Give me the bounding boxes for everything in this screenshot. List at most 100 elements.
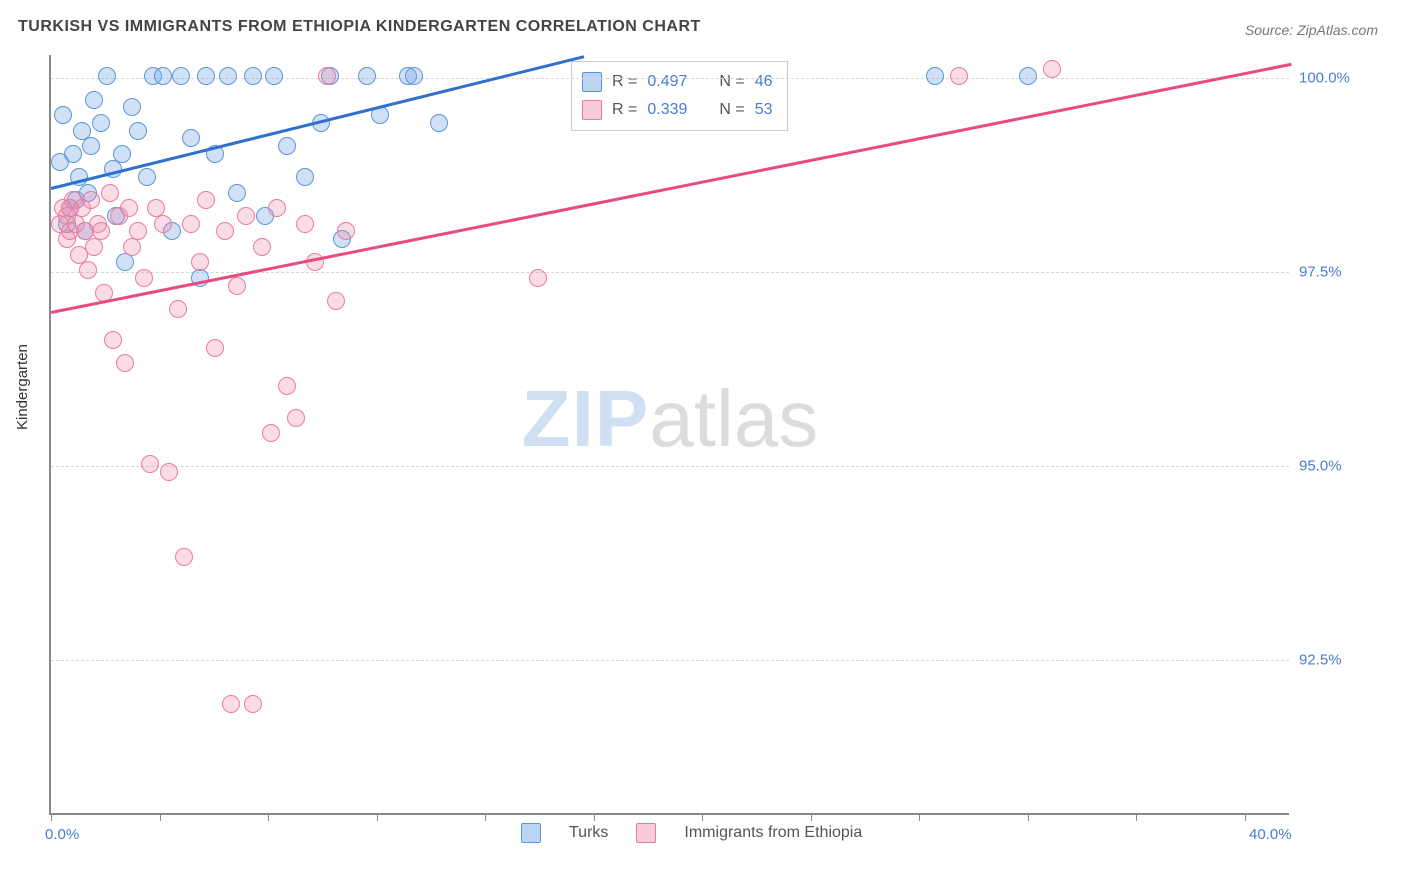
scatter-point — [172, 67, 190, 85]
x-tick — [268, 813, 269, 821]
scatter-point — [154, 215, 172, 233]
x-tick — [702, 813, 703, 821]
scatter-point — [197, 191, 215, 209]
scatter-point — [113, 145, 131, 163]
scatter-point — [206, 339, 224, 357]
legend-swatch-turks — [521, 823, 541, 843]
scatter-point — [79, 261, 97, 279]
watermark-zip: ZIP — [522, 374, 649, 463]
scatter-point — [296, 215, 314, 233]
scatter-point — [169, 300, 187, 318]
scatter-point — [278, 377, 296, 395]
scatter-point — [296, 168, 314, 186]
scatter-point — [228, 184, 246, 202]
scatter-point — [82, 137, 100, 155]
legend-n-value: 53 — [755, 101, 773, 119]
scatter-point — [268, 199, 286, 217]
x-axis-label: 40.0% — [1249, 826, 1292, 843]
scatter-point — [182, 129, 200, 147]
scatter-point — [116, 354, 134, 372]
scatter-point — [430, 114, 448, 132]
scatter-point — [92, 222, 110, 240]
x-tick — [1245, 813, 1246, 821]
scatter-point — [123, 98, 141, 116]
scatter-point — [318, 67, 336, 85]
scatter-point — [265, 67, 283, 85]
scatter-point — [253, 238, 271, 256]
plot-area: ZIPatlas R = 0.497 N = 46 R = 0.339 N = … — [49, 55, 1289, 815]
correlation-legend: R = 0.497 N = 46 R = 0.339 N = 53 — [571, 61, 788, 131]
scatter-point — [92, 114, 110, 132]
x-tick — [811, 813, 812, 821]
scatter-point — [926, 67, 944, 85]
y-tick-label: 92.5% — [1299, 651, 1377, 668]
scatter-point — [116, 253, 134, 271]
y-tick-label: 97.5% — [1299, 264, 1377, 281]
watermark: ZIPatlas — [522, 373, 818, 465]
legend-row-ethiopia: R = 0.339 N = 53 — [582, 96, 773, 124]
scatter-point — [129, 122, 147, 140]
x-tick — [485, 813, 486, 821]
scatter-point — [85, 91, 103, 109]
scatter-point — [244, 67, 262, 85]
legend-swatch-pink — [582, 100, 602, 120]
gridline — [51, 466, 1289, 467]
series-legend: Turks Immigrants from Ethiopia — [521, 823, 862, 843]
x-axis-label: 0.0% — [45, 826, 79, 843]
scatter-point — [237, 207, 255, 225]
scatter-point — [160, 463, 178, 481]
watermark-atlas: atlas — [649, 374, 818, 463]
scatter-point — [216, 222, 234, 240]
legend-r-label: R = — [612, 101, 637, 119]
x-tick — [377, 813, 378, 821]
scatter-point — [98, 67, 116, 85]
scatter-point — [222, 695, 240, 713]
scatter-point — [154, 67, 172, 85]
x-tick — [160, 813, 161, 821]
y-axis-label: Kindergarten — [14, 344, 31, 430]
legend-label-turks: Turks — [569, 824, 608, 842]
legend-swatch-ethiopia — [636, 823, 656, 843]
legend-n-label: N = — [719, 73, 744, 91]
scatter-point — [138, 168, 156, 186]
gridline — [51, 660, 1289, 661]
scatter-point — [1019, 67, 1037, 85]
y-tick-label: 95.0% — [1299, 458, 1377, 475]
scatter-point — [64, 145, 82, 163]
scatter-point — [85, 238, 103, 256]
scatter-point — [123, 238, 141, 256]
scatter-point — [104, 331, 122, 349]
chart-title: TURKISH VS IMMIGRANTS FROM ETHIOPIA KIND… — [18, 18, 701, 36]
x-tick — [1136, 813, 1137, 821]
scatter-point — [358, 67, 376, 85]
source-attribution: Source: ZipAtlas.com — [1245, 22, 1378, 38]
scatter-point — [129, 222, 147, 240]
y-tick-label: 100.0% — [1299, 70, 1377, 87]
scatter-point — [101, 184, 119, 202]
x-tick — [1028, 813, 1029, 821]
scatter-point — [950, 67, 968, 85]
scatter-point — [327, 292, 345, 310]
scatter-point — [197, 67, 215, 85]
gridline — [51, 78, 1289, 79]
scatter-point — [141, 455, 159, 473]
scatter-point — [120, 199, 138, 217]
scatter-point — [54, 106, 72, 124]
scatter-point — [244, 695, 262, 713]
scatter-point — [287, 409, 305, 427]
legend-r-value: 0.339 — [647, 101, 687, 119]
legend-swatch-blue — [582, 72, 602, 92]
legend-label-ethiopia: Immigrants from Ethiopia — [684, 824, 862, 842]
scatter-point — [529, 269, 547, 287]
legend-row-turks: R = 0.497 N = 46 — [582, 68, 773, 96]
scatter-point — [337, 222, 355, 240]
scatter-point — [135, 269, 153, 287]
legend-r-value: 0.497 — [647, 73, 687, 91]
scatter-point — [191, 253, 209, 271]
scatter-point — [228, 277, 246, 295]
scatter-point — [1043, 60, 1061, 78]
scatter-point — [82, 191, 100, 209]
legend-n-label: N = — [719, 101, 744, 119]
x-tick — [51, 813, 52, 821]
scatter-point — [405, 67, 423, 85]
